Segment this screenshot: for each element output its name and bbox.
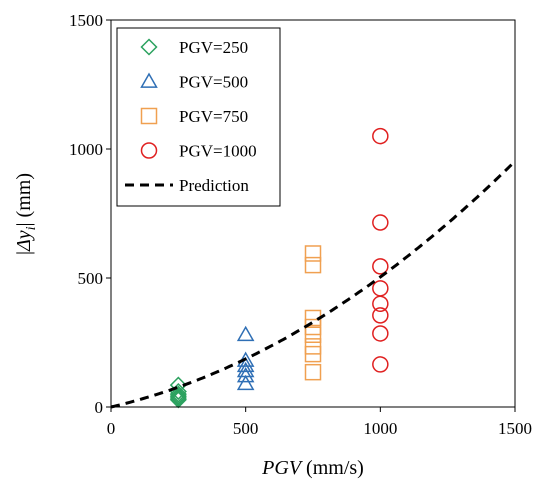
legend-marker-diamond bbox=[140, 38, 158, 56]
legend-label: PGV=1000 bbox=[179, 142, 257, 161]
y-axis-title-subscript: i bbox=[24, 226, 39, 230]
data-point-circle bbox=[372, 295, 389, 313]
data-point-circle bbox=[372, 307, 389, 324]
y-axis-title-suffix: | (mm) bbox=[13, 173, 35, 226]
x-tick-label: 500 bbox=[233, 419, 259, 438]
data-point-circle bbox=[372, 325, 389, 342]
y-axis-title-italic: Δy bbox=[13, 230, 35, 252]
series-square bbox=[304, 245, 322, 381]
y-tick-label: 500 bbox=[78, 269, 104, 288]
data-point-square bbox=[304, 345, 322, 363]
data-point-circle bbox=[372, 258, 389, 275]
data-point-diamond bbox=[169, 389, 187, 407]
data-point-square bbox=[304, 326, 322, 344]
legend-label: Prediction bbox=[179, 176, 249, 195]
data-point-circle bbox=[372, 356, 389, 373]
y-tick-label: 1000 bbox=[69, 140, 103, 159]
legend: PGV=250 PGV=500 PGV=750 PGV=1000 Prediction bbox=[116, 27, 281, 207]
x-axis-title-italic: PGV bbox=[261, 457, 304, 479]
x-tick-label: 1500 bbox=[498, 419, 532, 438]
y-tick-label: 0 bbox=[95, 398, 104, 417]
data-point-square bbox=[304, 256, 322, 274]
series-triangle bbox=[236, 325, 255, 391]
y-axis-title-prefix: | bbox=[13, 251, 35, 255]
data-marks bbox=[110, 127, 517, 409]
legend-label: PGV=500 bbox=[179, 73, 248, 92]
data-point-triangle bbox=[236, 325, 255, 342]
legend-label: PGV=750 bbox=[179, 107, 248, 126]
data-point-triangle bbox=[236, 367, 255, 383]
data-point-square bbox=[304, 245, 322, 262]
data-point-circle bbox=[372, 280, 389, 297]
data-point-circle bbox=[372, 214, 389, 231]
series-diamond bbox=[169, 376, 187, 409]
legend-box bbox=[116, 27, 281, 207]
tick-labels: 0 500 1000 1500 0 500 1000 1500 bbox=[69, 11, 532, 438]
y-tick-label: 1500 bbox=[69, 11, 103, 30]
legend-marker-circle bbox=[140, 142, 158, 159]
x-tick-label: 0 bbox=[107, 419, 116, 438]
data-point-triangle bbox=[236, 374, 255, 391]
data-point-square bbox=[304, 363, 322, 381]
legend-marker-triangle bbox=[140, 72, 158, 88]
axes bbox=[106, 19, 516, 412]
legend-marker-square bbox=[140, 107, 158, 125]
x-axis-title: PGV (mm/s) bbox=[261, 457, 364, 479]
legend-label: PGV=250 bbox=[179, 38, 248, 57]
series-circle bbox=[372, 127, 389, 373]
data-point-circle bbox=[372, 127, 389, 145]
data-point-diamond bbox=[169, 387, 187, 405]
data-point-diamond bbox=[169, 385, 187, 403]
y-axis-title: |Δyi| (mm) bbox=[13, 173, 39, 255]
x-axis-title-rest: (mm/s) bbox=[301, 457, 364, 479]
data-point-triangle bbox=[236, 356, 255, 373]
x-tick-label: 1000 bbox=[363, 419, 397, 438]
